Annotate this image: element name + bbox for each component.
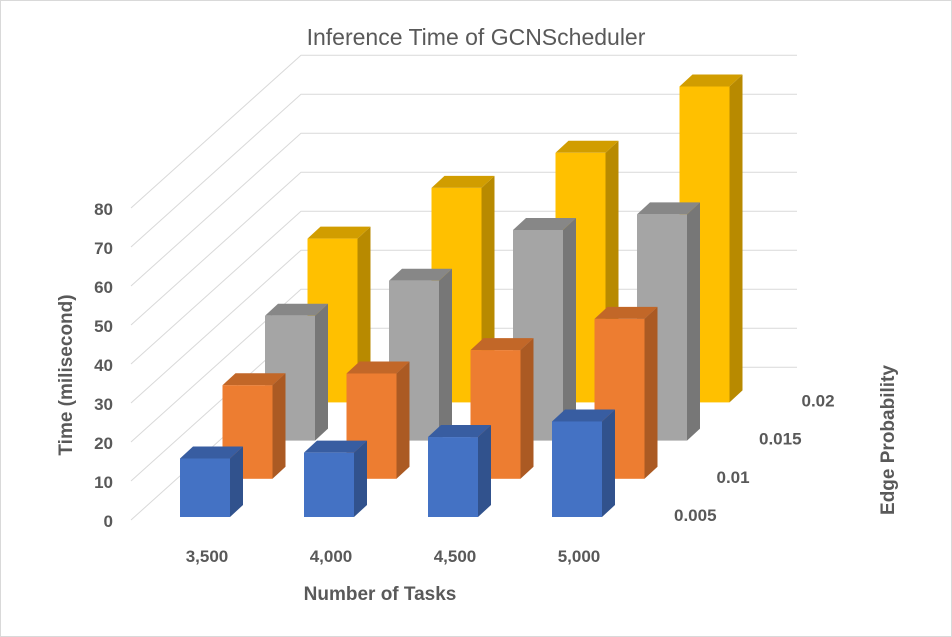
bar-side	[520, 338, 534, 479]
y-tick-label: 40	[94, 356, 113, 375]
bar-top	[346, 361, 410, 374]
y-axis-ticks: 0 10 20 30 40 50 60 70 80	[94, 200, 113, 531]
bar-front	[552, 421, 602, 517]
bar-top	[470, 338, 534, 351]
bar	[304, 440, 367, 517]
bar-front	[428, 437, 478, 517]
bar-side	[272, 373, 286, 479]
bar	[594, 306, 658, 479]
bar-top	[222, 373, 286, 386]
bar-side	[687, 202, 700, 441]
bar-top	[552, 409, 615, 422]
depth-tick-label: 0.005	[674, 506, 717, 525]
bar-front	[304, 452, 354, 517]
x-tick-label: 3,500	[186, 547, 229, 566]
bar-top	[389, 268, 452, 281]
gridline	[130, 249, 797, 404]
y-axis-title: Time (milisecond)	[56, 294, 77, 455]
y-tick-label: 10	[94, 473, 113, 492]
x-tick-label: 4,000	[310, 547, 353, 566]
bar-side	[644, 306, 658, 479]
x-tick-label: 5,000	[558, 547, 601, 566]
bar-side	[439, 268, 452, 441]
bars	[180, 74, 743, 517]
x-axis-title: Number of Tasks	[304, 584, 457, 605]
bar-top	[555, 140, 619, 153]
depth-axis-title: Edge Probability	[878, 365, 899, 515]
y-tick-label: 30	[94, 395, 113, 414]
bar-side	[478, 425, 491, 517]
gridline	[130, 132, 797, 287]
bar-top	[679, 74, 743, 87]
bar-front	[180, 458, 230, 517]
depth-tick-label: 0.015	[759, 430, 802, 449]
y-tick-label: 50	[94, 317, 113, 336]
y-tick-label: 80	[94, 200, 113, 219]
bar-top	[265, 303, 328, 316]
bar	[428, 425, 491, 517]
bar-side	[729, 74, 743, 403]
bar-side	[602, 409, 615, 517]
bar-side	[563, 218, 576, 441]
bar-top	[428, 425, 491, 438]
bar-side	[354, 440, 367, 517]
bar-side	[357, 226, 371, 403]
bar	[180, 446, 243, 517]
y-tick-label: 60	[94, 278, 113, 297]
gridline	[130, 210, 797, 365]
y-tick-label: 0	[104, 512, 113, 531]
gridline	[130, 171, 797, 326]
bar-top	[637, 202, 700, 215]
bar-top	[307, 226, 371, 239]
bar-top	[431, 175, 495, 188]
bar	[552, 409, 615, 517]
gridline	[130, 288, 797, 443]
bar-side	[396, 361, 410, 479]
gridline	[130, 93, 797, 248]
gridline	[130, 54, 797, 209]
chart-title: Inference Time of GCNScheduler	[307, 24, 646, 50]
x-axis-ticks: 3,500 4,000 4,500 5,000	[186, 547, 601, 566]
bar-top	[304, 440, 367, 453]
y-tick-label: 70	[94, 239, 113, 258]
bar-side	[230, 446, 243, 517]
y-tick-label: 20	[94, 434, 113, 453]
bar-side	[315, 303, 328, 441]
bar-top	[180, 446, 243, 459]
depth-tick-label: 0.01	[717, 468, 750, 487]
bar-top	[594, 306, 658, 319]
bar-top	[513, 218, 576, 230]
x-tick-label: 4,500	[434, 547, 477, 566]
depth-tick-label: 0.02	[802, 391, 835, 410]
